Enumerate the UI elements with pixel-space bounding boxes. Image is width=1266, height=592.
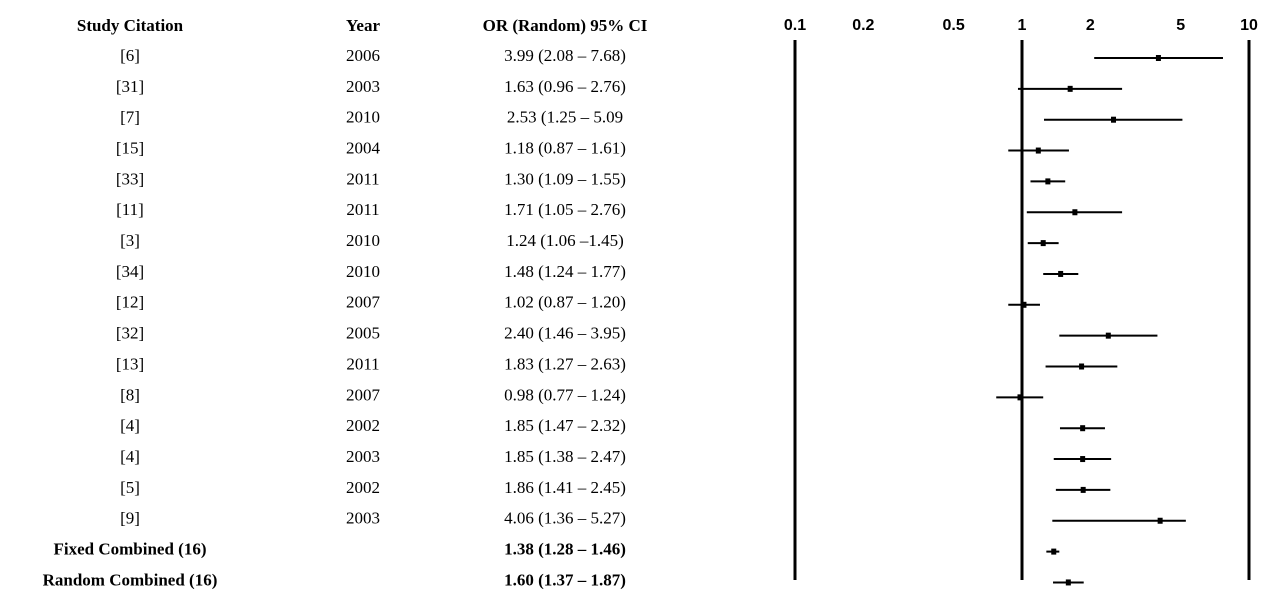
study-year: 2003 [346, 77, 380, 96]
study-citation: [4] [120, 447, 140, 466]
study-citation: [13] [116, 354, 144, 373]
study-year: 2011 [346, 354, 379, 373]
study-year: 2007 [346, 385, 381, 404]
study-citation: [7] [120, 108, 140, 127]
x-tick-label: 0.1 [784, 17, 806, 34]
point-estimate [1105, 332, 1111, 339]
study-citation: [12] [116, 293, 144, 312]
x-tick-label: 0.2 [852, 17, 874, 34]
odds-ratio-ci: 1.24 (1.06 –1.45) [506, 231, 624, 250]
point-estimate [1021, 301, 1027, 308]
odds-ratio-ci: 1.83 (1.27 – 2.63) [504, 354, 626, 373]
study-year: 2005 [346, 324, 380, 343]
odds-ratio-ci: 1.38 (1.28 – 1.46) [504, 540, 626, 559]
study-citation: [34] [116, 262, 144, 281]
column-header: Year [346, 16, 380, 35]
x-tick-label: 0.5 [943, 17, 965, 34]
odds-ratio-ci: 3.99 (2.08 – 7.68) [504, 46, 626, 65]
point-estimate [1155, 55, 1161, 61]
odds-ratio-ci: 2.53 (1.25 – 5.09 [507, 108, 623, 127]
study-citation: Fixed Combined (16) [54, 540, 207, 559]
study-year: 2010 [346, 108, 380, 127]
odds-ratio-ci: 1.85 (1.47 – 2.32) [504, 416, 626, 435]
point-estimate [1051, 548, 1057, 555]
study-citation: [3] [120, 231, 140, 250]
odds-ratio-ci: 0.98 (0.77 – 1.24) [504, 385, 626, 404]
study-year: 2010 [346, 231, 380, 250]
point-estimate [1035, 147, 1041, 154]
point-estimate [1040, 240, 1046, 247]
odds-ratio-ci: 1.30 (1.09 – 1.55) [504, 169, 626, 188]
study-citation: [5] [120, 478, 140, 497]
study-year: 2003 [346, 509, 380, 528]
point-estimate [1080, 425, 1086, 432]
study-year: 2006 [346, 46, 380, 65]
study-citation: [33] [116, 169, 144, 188]
point-estimate [1017, 394, 1023, 401]
odds-ratio-ci: 2.40 (1.46 – 3.95) [504, 324, 626, 343]
study-citation: Random Combined (16) [43, 570, 218, 589]
point-estimate [1080, 486, 1086, 493]
study-citation: [9] [120, 509, 140, 528]
point-estimate [1157, 517, 1163, 524]
study-citation: [32] [116, 324, 144, 343]
study-year: 2011 [346, 169, 379, 188]
study-year: 2010 [346, 262, 380, 281]
odds-ratio-ci: 1.63 (0.96 – 2.76) [504, 77, 626, 96]
x-tick-label: 2 [1086, 17, 1095, 34]
point-estimate [1080, 456, 1086, 463]
study-year: 2002 [346, 416, 380, 435]
study-year: 2011 [346, 200, 379, 219]
point-estimate [1065, 579, 1071, 586]
point-estimate [1045, 178, 1051, 185]
x-tick-label: 5 [1176, 17, 1185, 34]
column-header: OR (Random) 95% CI [483, 16, 648, 35]
study-year: 2007 [346, 293, 381, 312]
odds-ratio-ci: 4.06 (1.36 – 5.27) [504, 509, 626, 528]
odds-ratio-ci: 1.85 (1.38 – 2.47) [504, 447, 626, 466]
odds-ratio-ci: 1.18 (0.87 – 1.61) [504, 138, 626, 157]
point-estimate [1072, 209, 1078, 216]
study-year: 2004 [346, 138, 381, 157]
study-citation: [31] [116, 77, 144, 96]
odds-ratio-ci: 1.60 (1.37 – 1.87) [504, 570, 626, 589]
column-header: Study Citation [77, 16, 184, 35]
study-citation: [15] [116, 138, 144, 157]
odds-ratio-ci: 1.48 (1.24 – 1.77) [504, 262, 626, 281]
odds-ratio-ci: 1.71 (1.05 – 2.76) [504, 200, 626, 219]
x-tick-label: 10 [1240, 17, 1258, 34]
study-citation: [11] [116, 200, 144, 219]
odds-ratio-ci: 1.86 (1.41 – 2.45) [504, 478, 626, 497]
study-year: 2002 [346, 478, 380, 497]
point-estimate [1058, 270, 1064, 277]
study-citation: [6] [120, 46, 140, 65]
study-citation: [4] [120, 416, 140, 435]
point-estimate [1079, 363, 1085, 370]
study-year: 2003 [346, 447, 380, 466]
x-tick-label: 1 [1018, 17, 1027, 34]
point-estimate [1111, 116, 1117, 123]
point-estimate [1067, 85, 1073, 92]
study-citation: [8] [120, 385, 140, 404]
odds-ratio-ci: 1.02 (0.87 – 1.20) [504, 293, 626, 312]
